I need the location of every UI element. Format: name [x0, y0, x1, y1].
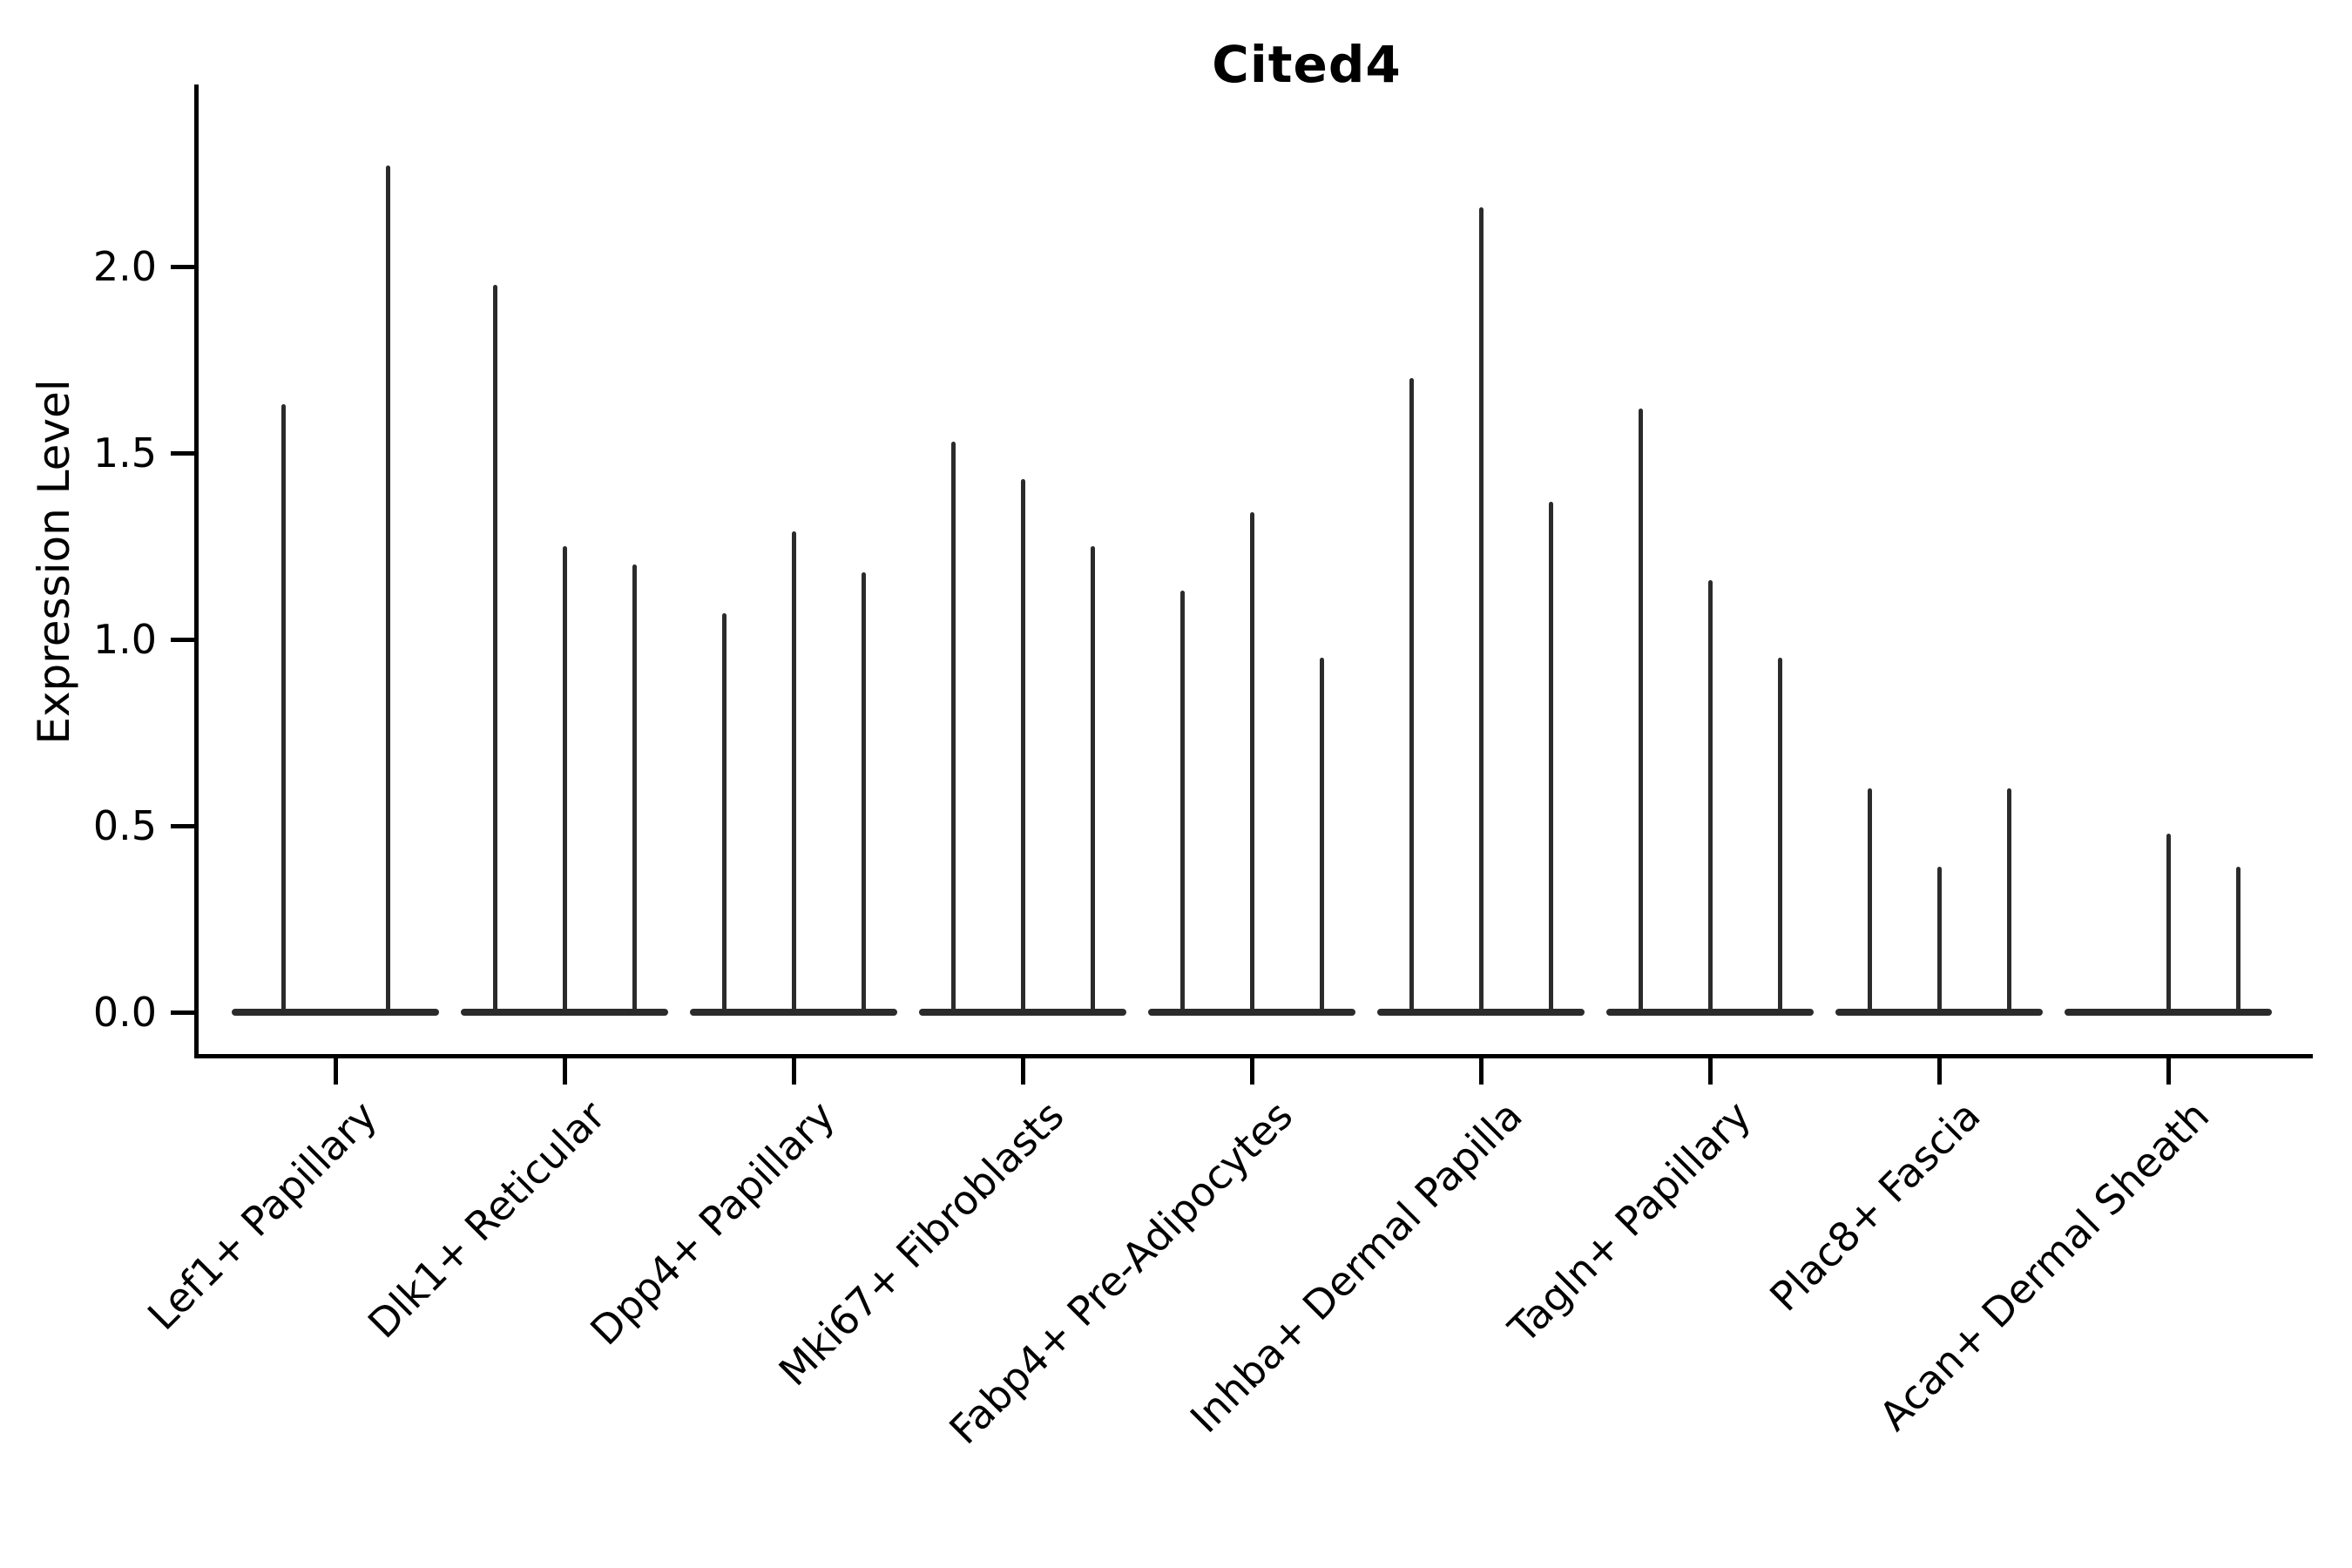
- y-tick: [171, 637, 197, 642]
- violin-spike: [1409, 378, 1414, 1016]
- y-tick: [171, 450, 197, 456]
- violin-spike: [721, 613, 727, 1016]
- y-tick-label: 0.0: [92, 989, 157, 1036]
- x-tick: [2166, 1058, 2171, 1085]
- x-tick: [562, 1058, 567, 1085]
- violin-spike: [1638, 408, 1643, 1016]
- x-tick: [1478, 1058, 1484, 1085]
- x-tick-label: Dlk1+ Reticular: [359, 1092, 615, 1348]
- x-tick-label: Tagln+ Papillary: [1499, 1092, 1761, 1353]
- x-tick-label: Plac8+ Fascia: [1761, 1092, 1990, 1321]
- violin-spike: [1777, 658, 1782, 1016]
- violin-spike: [1478, 206, 1484, 1016]
- x-tick: [791, 1058, 796, 1085]
- x-tick: [1936, 1058, 1942, 1085]
- violin-spike: [2166, 833, 2171, 1016]
- violin-spike: [1319, 658, 1324, 1016]
- violin-spike: [2235, 867, 2240, 1016]
- x-tick: [1249, 1058, 1254, 1085]
- violin-spike: [562, 546, 567, 1016]
- y-axis-line: [194, 84, 199, 1058]
- y-tick: [171, 264, 197, 269]
- violin-spike: [1548, 501, 1553, 1016]
- violin-spike: [1249, 512, 1254, 1016]
- violin-spike: [1020, 478, 1025, 1016]
- y-tick-label: 2.0: [92, 243, 157, 290]
- x-tick: [1020, 1058, 1025, 1085]
- y-tick-label: 1.5: [92, 429, 157, 476]
- x-tick-label: Dpp4+ Papillary: [581, 1092, 844, 1355]
- violin-spike: [861, 571, 866, 1016]
- violin-spike: [2006, 788, 2011, 1016]
- violin-spike: [632, 564, 637, 1016]
- y-tick-label: 0.5: [92, 802, 157, 849]
- violin-spike: [1867, 788, 1872, 1016]
- x-tick: [1707, 1058, 1713, 1085]
- violin-spike: [1179, 591, 1185, 1016]
- violin-spike: [385, 166, 390, 1016]
- violin-spike: [492, 285, 497, 1016]
- chart-title: Cited4: [1212, 35, 1402, 94]
- violin-baseline: [232, 1009, 439, 1016]
- violin-spike: [280, 404, 286, 1016]
- y-tick-label: 1.0: [92, 616, 157, 663]
- violin-spike: [791, 531, 796, 1016]
- x-tick: [333, 1058, 338, 1085]
- x-tick-label: Lef1+ Papillary: [138, 1092, 386, 1340]
- violin-spike: [1707, 579, 1713, 1016]
- y-tick: [171, 1010, 197, 1015]
- violin-spike: [1090, 546, 1095, 1016]
- x-axis-line: [194, 1054, 2313, 1058]
- violin-spike: [1936, 867, 1942, 1016]
- y-tick: [171, 823, 197, 828]
- violin-spike: [950, 442, 956, 1016]
